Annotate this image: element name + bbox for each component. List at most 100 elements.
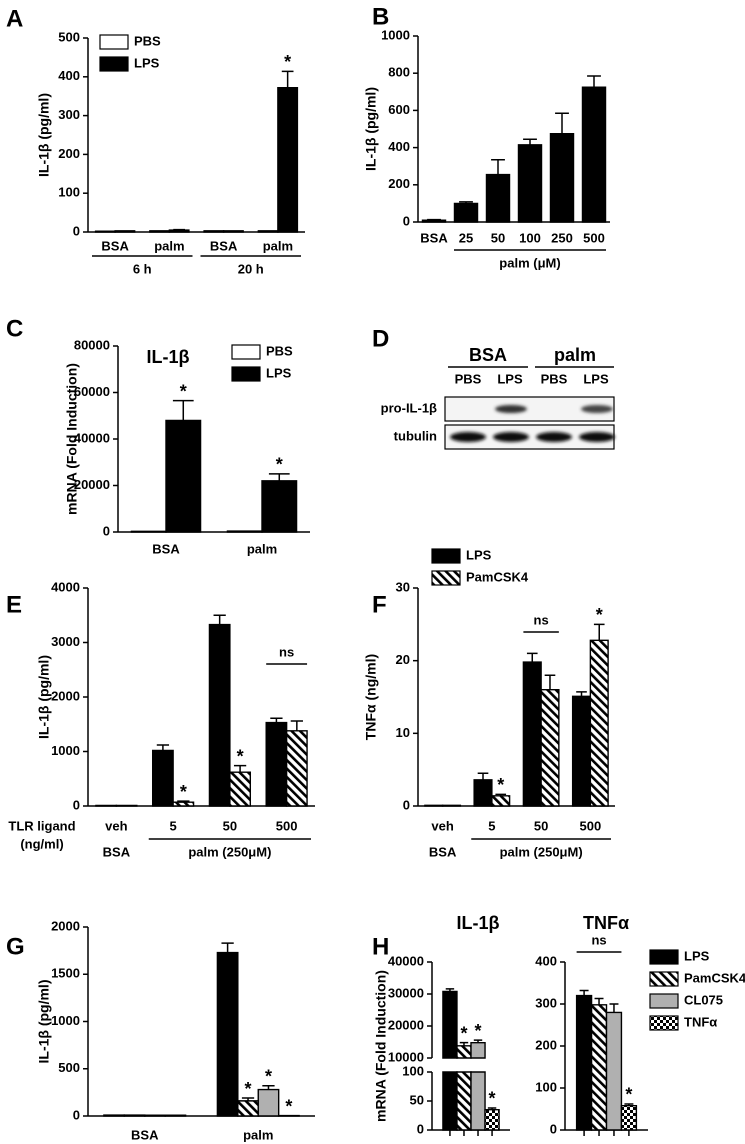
bar [203, 230, 225, 233]
bar [123, 1114, 146, 1117]
bar [172, 801, 195, 807]
x-tick-label: 50 [491, 230, 505, 245]
error-bar [526, 652, 538, 663]
y-tick-label: 0 [73, 1107, 80, 1122]
bar [441, 804, 462, 807]
legend-swatch [649, 1015, 679, 1031]
error-bar [555, 112, 569, 134]
legend-label: PamCSK4 [466, 569, 529, 584]
error-bar [445, 988, 455, 992]
bar [257, 1088, 280, 1117]
legend-label: PamCSK4 [684, 970, 745, 985]
error-bar [473, 1039, 483, 1043]
error-bar [594, 997, 604, 1005]
error-bar [427, 218, 441, 221]
legend-swatch [231, 344, 261, 360]
y-tick-label: 80000 [74, 337, 110, 352]
y-tick-label: 1000 [381, 27, 410, 42]
ns-label: ns [279, 644, 294, 659]
lane-label: PBS [455, 371, 482, 386]
lane-label: LPS [497, 371, 523, 386]
y-tick-label: 60000 [74, 384, 110, 399]
y-tick-label: 20 [396, 652, 410, 667]
chart-title: IL-1β [457, 913, 500, 933]
y-tick-label: 10000 [388, 1049, 424, 1064]
x-tick-label: 25 [459, 230, 473, 245]
y-tick-label: 300 [58, 107, 80, 122]
bar [540, 689, 560, 807]
bar [285, 730, 308, 807]
error-bar [609, 1003, 619, 1013]
bar [575, 994, 593, 1131]
x-tick-label: 5 [170, 818, 177, 833]
x-tick-label: BSA [210, 238, 238, 253]
condition-label: palm [554, 345, 596, 365]
error-bar [172, 399, 194, 421]
bar [151, 749, 174, 807]
chart-title: TNFα [583, 913, 629, 933]
bar [421, 219, 447, 223]
group-label: palm (250μM) [188, 844, 271, 859]
error-bar [281, 70, 294, 88]
error-bar [262, 1085, 275, 1090]
y-axis-label: TNFα (ng/ml) [363, 654, 379, 740]
bar [261, 480, 298, 533]
error-bar [587, 75, 601, 88]
significance: * [497, 775, 504, 795]
y-tick-label: 40000 [388, 953, 424, 968]
legend-swatch [649, 971, 679, 987]
y-tick-label: 0 [73, 797, 80, 812]
bar [571, 695, 592, 807]
bar [491, 795, 511, 807]
y-tick-label: 0 [103, 523, 110, 538]
x-tick-label: palm [243, 1127, 273, 1142]
y-tick-label: 600 [388, 102, 410, 117]
x-tick-label: BSA [152, 541, 180, 556]
significance: * [265, 1067, 272, 1087]
bar [620, 1104, 638, 1131]
error-bar [579, 989, 589, 996]
bar [456, 1045, 472, 1131]
panel-letter: G [6, 933, 25, 960]
row-label: pro-IL-1β [381, 400, 437, 415]
y-tick-label: 200 [58, 146, 80, 161]
bar [164, 1114, 187, 1117]
y-axis-label: IL-1β (pg/ml) [363, 87, 379, 171]
y-tick-label: 50 [410, 1092, 424, 1107]
error-bar [593, 623, 605, 641]
bar [222, 230, 244, 233]
x-tick-label: 100 [519, 230, 541, 245]
y-tick-label: 100 [402, 1063, 424, 1078]
y-axis-label: IL-1β (pg/ml) [36, 93, 52, 177]
group-label: 6 h [133, 261, 152, 276]
bar [165, 419, 202, 533]
y-axis-label: mRNA (Fold Induction) [373, 970, 389, 1122]
x-tick-label: veh [431, 818, 453, 833]
legend-label: CL075 [684, 992, 723, 1007]
lane-label: PBS [541, 371, 568, 386]
panel-letter: D [372, 325, 389, 352]
x-tick-label: BSA [101, 238, 129, 253]
bar [589, 639, 609, 807]
bar [581, 86, 607, 223]
legend-label: PBS [266, 343, 293, 358]
legend-swatch [431, 548, 461, 564]
condition-label: BSA [469, 345, 507, 365]
y-tick-label: 2000 [51, 918, 80, 933]
error-bar [268, 473, 290, 481]
group-label: palm (250μM) [500, 844, 583, 859]
bar [517, 144, 543, 223]
bar [453, 202, 479, 223]
row-label: (ng/ml) [20, 836, 63, 851]
group-label: BSA [429, 844, 457, 859]
y-tick-label: 200 [388, 176, 410, 191]
error-bar [624, 1103, 634, 1106]
bar [226, 530, 263, 533]
error-bar [487, 1107, 497, 1110]
ns-label: ns [591, 932, 606, 947]
panel-letter: B [372, 3, 389, 30]
x-tick-label: 250 [551, 230, 573, 245]
bar [114, 230, 136, 233]
y-tick-label: 10 [396, 725, 410, 740]
bar [265, 721, 288, 807]
